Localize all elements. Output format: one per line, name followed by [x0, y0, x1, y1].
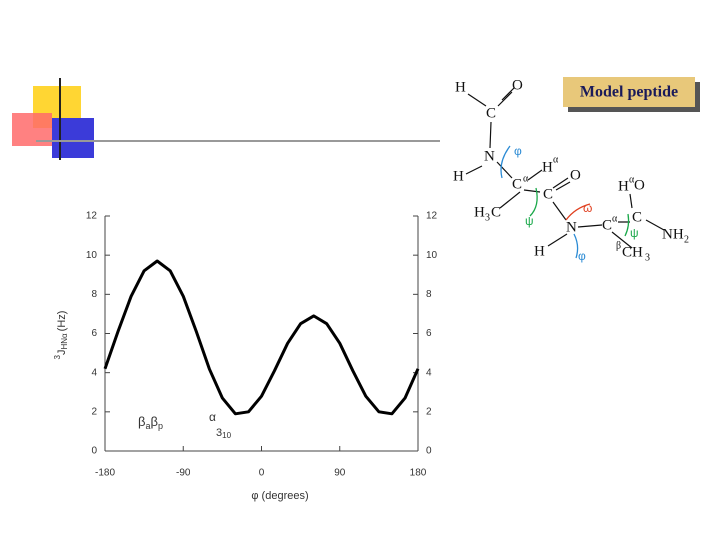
atom: H — [474, 204, 485, 220]
atom: H — [455, 79, 466, 95]
x-tick-label: 0 — [259, 468, 265, 479]
atom: H — [534, 243, 545, 259]
beta-sub: a — [145, 421, 150, 431]
atom: CH — [622, 244, 643, 260]
beta-sub: p — [158, 421, 163, 431]
atom: O — [634, 177, 645, 193]
atom: O — [512, 77, 523, 93]
y-label-sup: 3 — [53, 354, 62, 359]
y2-tick-label: 0 — [426, 446, 432, 457]
data-line — [103, 259, 420, 416]
atom: NH — [662, 226, 684, 242]
y-tick-label: 8 — [91, 289, 97, 300]
angle-label: ψ — [525, 214, 534, 228]
y-label-main: J — [56, 350, 68, 356]
y-axis-label: 3JHNα(Hz) — [53, 311, 69, 360]
atom: C — [491, 204, 501, 220]
atom: C — [512, 176, 522, 192]
helix-annotation: 310 — [216, 427, 232, 440]
y-tick-label: 0 — [91, 446, 97, 457]
beta-annotation: βaβp — [138, 414, 163, 431]
diagram-title: Model peptide — [580, 84, 678, 101]
deco-square — [52, 118, 94, 158]
atom: N — [484, 148, 495, 164]
y-tick-label: 4 — [91, 367, 97, 378]
y2-tick-label: 6 — [426, 328, 432, 339]
atom-sup: α — [523, 173, 529, 184]
angle-label: ψ — [630, 226, 639, 240]
y-tick-label: 10 — [86, 250, 98, 261]
atom: C — [543, 186, 553, 202]
atom: N — [566, 219, 577, 235]
atom-sub: 3 — [645, 252, 650, 263]
x-tick-label: -180 — [95, 468, 115, 479]
atom-sub: 2 — [684, 234, 689, 245]
angle-label: φ — [514, 144, 522, 158]
atom: C — [632, 209, 642, 225]
atom-sup: α — [612, 213, 618, 224]
x-axis-label: φ (degrees) — [251, 490, 308, 502]
bonds — [465, 87, 665, 249]
y-label-unit: (Hz) — [56, 311, 68, 332]
y2-tick-label: 8 — [426, 289, 432, 300]
atom-sup: α — [629, 174, 635, 185]
angle-label: φ — [578, 249, 586, 263]
atom-sup: β — [616, 240, 621, 251]
atom: O — [570, 167, 581, 183]
helix-sub: 10 — [222, 431, 231, 440]
y2-tick-label: 4 — [426, 367, 432, 378]
beta: β — [151, 414, 158, 429]
x-tick-label: 180 — [410, 468, 427, 479]
y-tick-label: 6 — [91, 328, 97, 339]
atom: H — [453, 168, 464, 184]
x-tick-label: -90 — [176, 468, 191, 479]
angle-label: ω — [583, 201, 592, 215]
alpha-annotation: α — [209, 410, 216, 424]
angle-arrows — [500, 145, 630, 259]
atom: C — [602, 217, 612, 233]
y2-tick-label: 12 — [426, 211, 438, 222]
y-tick-label: 2 — [91, 406, 97, 417]
y2-tick-label: 2 — [426, 406, 432, 417]
helix: 3 — [216, 427, 222, 439]
atom-sub: 3 — [485, 212, 490, 223]
y-label-sub: HNα — [60, 333, 69, 350]
atom: C — [486, 105, 496, 121]
title-box — [563, 77, 695, 107]
y2-tick-label: 10 — [426, 250, 438, 261]
diagram: Model peptide H O C N H H α C α O C H 3 … — [453, 77, 700, 263]
chart: φ (degrees) 3JHNα(Hz) βaβp α 310 0246810… — [53, 211, 437, 502]
beta: β — [138, 414, 145, 429]
atom: H — [618, 178, 629, 194]
x-tick-label: 90 — [334, 468, 346, 479]
atom: H — [542, 159, 553, 175]
atom-sup: α — [553, 154, 559, 165]
y-tick-label: 12 — [86, 211, 98, 222]
